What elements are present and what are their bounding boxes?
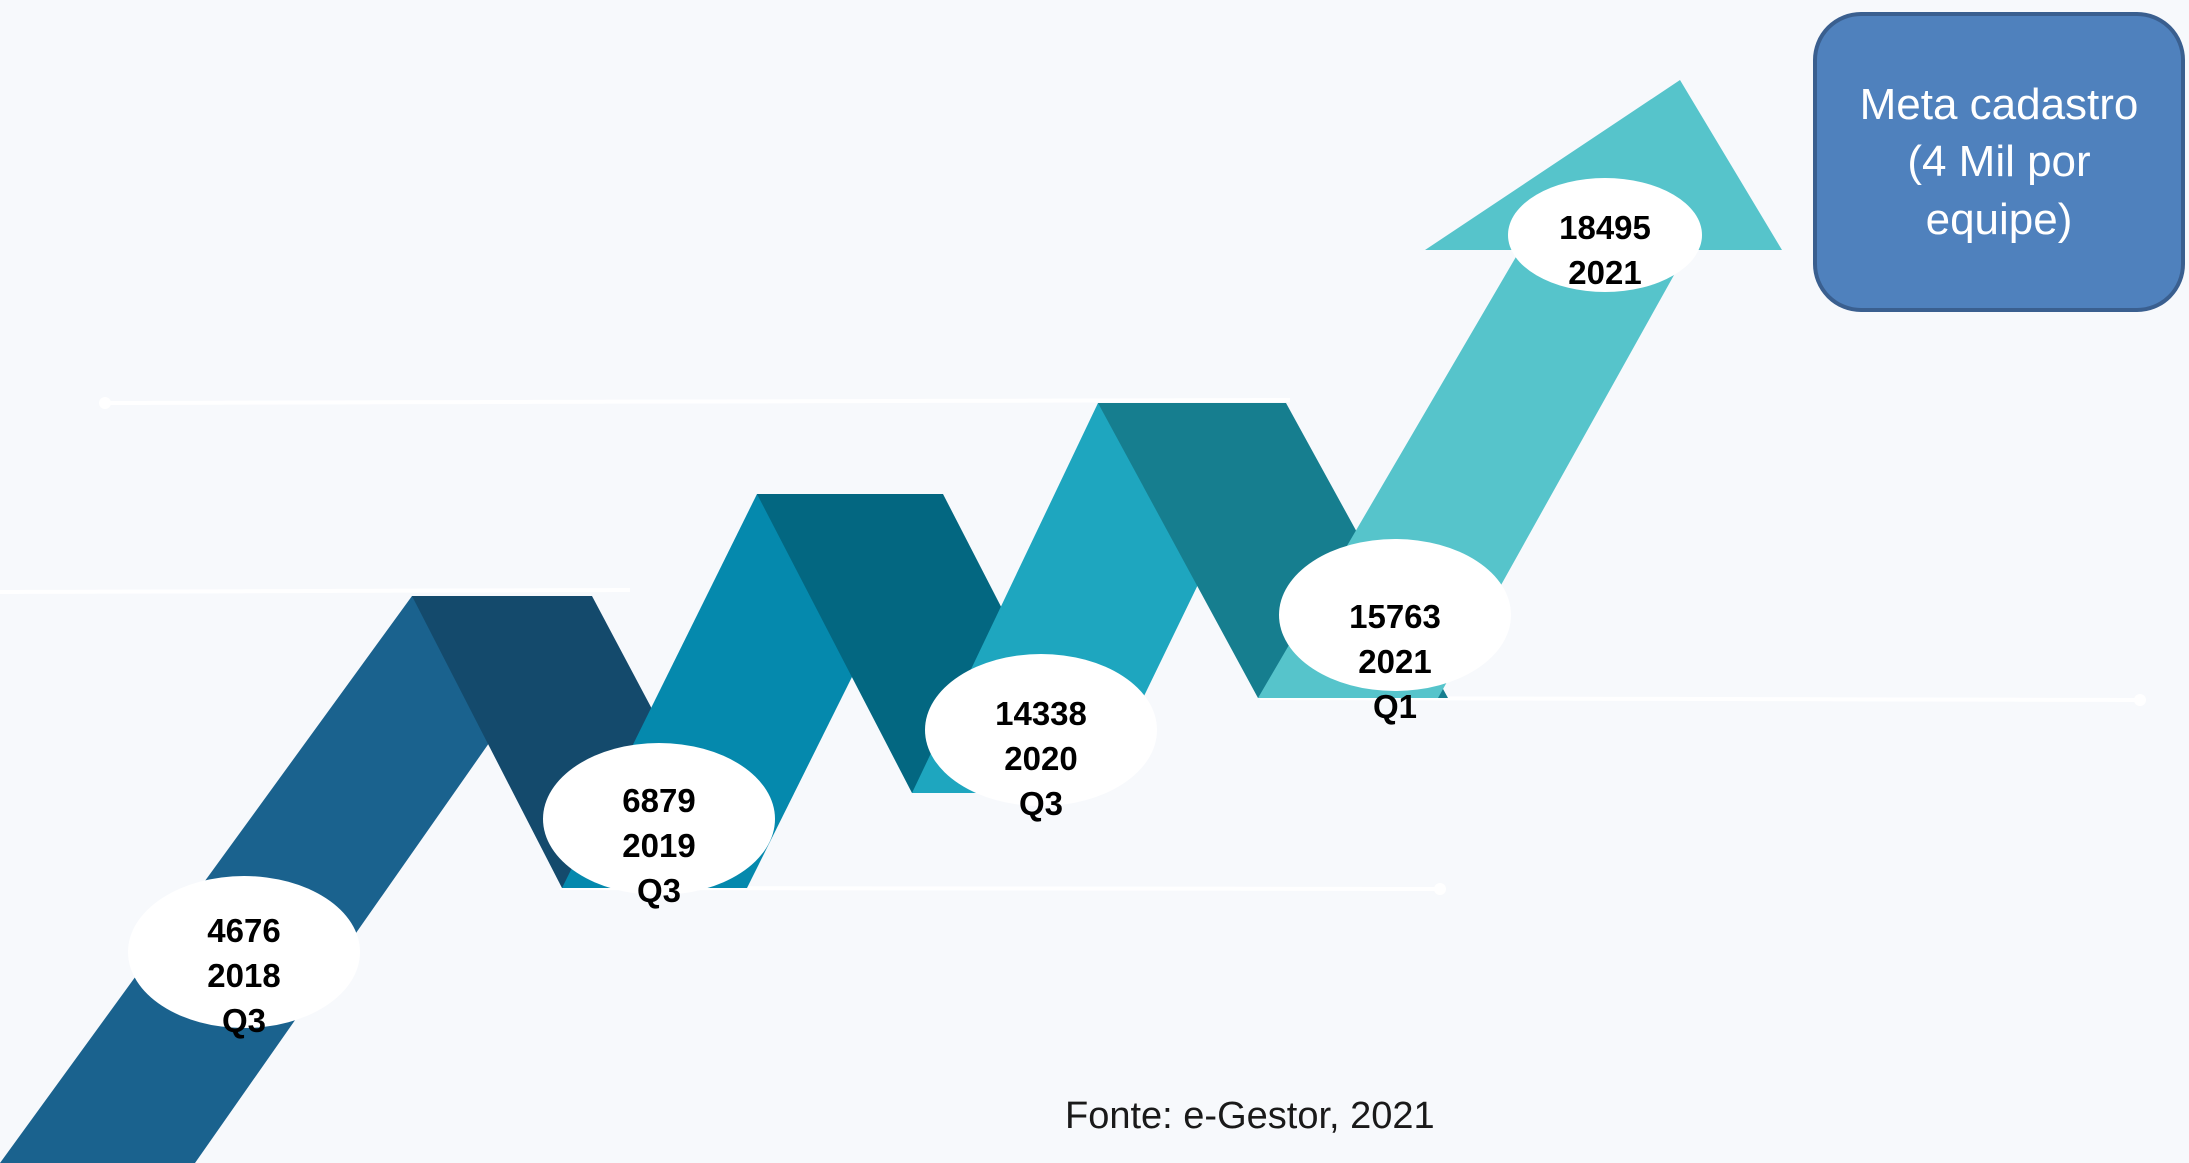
milestone-quarter: Q3 (637, 872, 681, 909)
milestone-value: 18495 (1559, 209, 1651, 246)
milestone-quarter: Q3 (222, 1002, 266, 1039)
milestone-bubble (543, 743, 775, 895)
milestone-bubble (1279, 539, 1511, 691)
milestone-4: 15763 2021 Q1 (1279, 539, 1511, 725)
milestone-bubble (925, 654, 1157, 806)
milestone-bubble (128, 876, 360, 1028)
milestone-year: 2021 (1358, 643, 1431, 680)
milestone-year: 2019 (622, 827, 695, 864)
milestone-value: 14338 (995, 695, 1087, 732)
goal-box: Meta cadastro (4 Mil por equipe) (1813, 12, 2185, 312)
milestone-bubble (1508, 178, 1702, 292)
milestone-quarter: Q1 (1373, 688, 1417, 725)
guide-dot (2134, 694, 2146, 706)
milestone-value: 15763 (1349, 598, 1441, 635)
guide-line-middle (0, 588, 631, 594)
goal-line-3: equipe) (1925, 194, 2073, 244)
milestone-value: 4676 (207, 912, 280, 949)
milestone-year: 2020 (1004, 740, 1077, 777)
goal-line-1: Meta cadastro (1859, 80, 2139, 130)
source-caption: Fonte: e-Gestor, 2021 (1065, 1095, 1435, 1137)
guide-line-top (104, 398, 1291, 405)
milestone-5: 18495 2021 (1508, 178, 1702, 292)
ribbon-segment-1 (0, 596, 592, 1163)
guide-dot (99, 397, 111, 409)
milestone-1: 4676 2018 Q3 (128, 876, 360, 1039)
goal-line-2: (4 Mil por (1907, 137, 2091, 187)
milestone-value: 6879 (622, 782, 695, 819)
milestone-quarter: Q3 (1019, 785, 1063, 822)
milestone-year: 2021 (1568, 254, 1641, 291)
milestone-3: 14338 2020 Q3 (925, 654, 1157, 822)
milestone-year: 2018 (207, 957, 280, 994)
guide-dot (1434, 883, 1446, 895)
guide-line-right (1259, 696, 2141, 702)
milestone-2: 6879 2019 Q3 (543, 743, 775, 909)
